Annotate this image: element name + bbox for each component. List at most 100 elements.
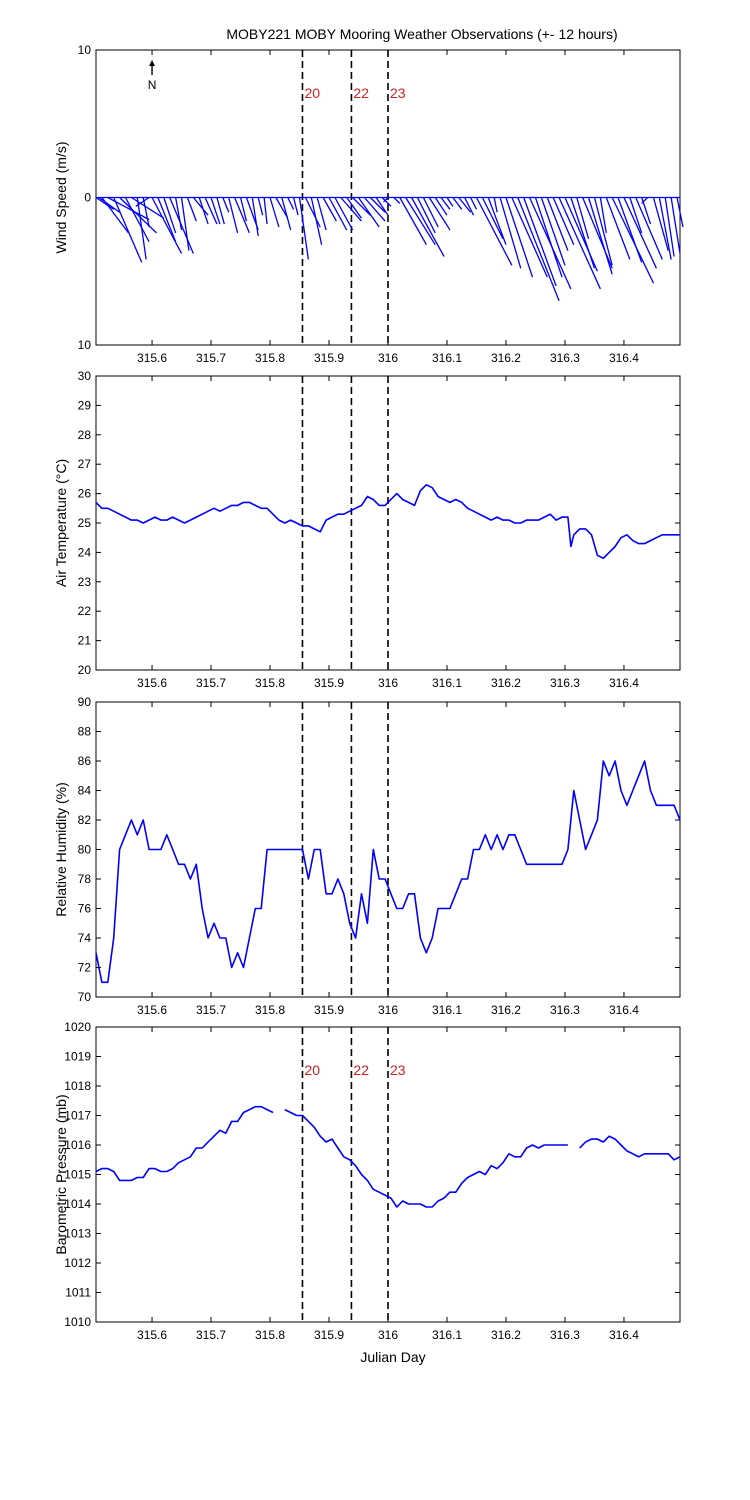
wind-vector — [163, 197, 177, 234]
y-tick-label: 78 — [78, 872, 92, 886]
panel-3: 315.6 315.7 315.8 315.9 316 316.1 316.2 316.3 31… — [53, 695, 681, 1017]
wind-vector — [340, 197, 362, 222]
y-tick-label: 82 — [78, 813, 92, 827]
wind-vector — [664, 197, 675, 257]
wind-vector — [440, 197, 451, 210]
wind-vector — [174, 197, 183, 231]
wind-vector — [523, 197, 557, 287]
x-tick-label: 315.9 — [314, 351, 344, 365]
y-tick-label: 1015 — [64, 1168, 91, 1182]
x-tick-label: 316.2 — [491, 351, 521, 365]
x-tick-label: 315.8 — [255, 1003, 285, 1017]
wind-vector — [131, 196, 165, 219]
wind-vector — [534, 197, 563, 278]
y-tick-label: 30 — [78, 369, 92, 383]
wind-vector — [676, 197, 684, 228]
wind-vector — [499, 197, 522, 269]
y-axis-label: Barometric Pressure (mb) — [53, 1094, 69, 1254]
wind-vector — [124, 197, 150, 243]
wind-vector — [192, 197, 209, 216]
wind-vector — [399, 197, 427, 246]
wind-vector — [142, 197, 150, 228]
x-tick-label: 316.1 — [432, 1003, 462, 1017]
wind-vector — [287, 197, 295, 210]
wind-vector — [587, 197, 613, 275]
x-tick-label: 316.4 — [609, 1003, 639, 1017]
y-tick-label: 1012 — [64, 1256, 91, 1270]
y-tick-label: 80 — [78, 843, 92, 857]
wind-vector — [517, 197, 560, 301]
y-tick-label: 10 — [78, 338, 92, 352]
wind-vector — [658, 197, 672, 260]
x-tick-label: 316 — [378, 351, 398, 365]
y-tick-label: 26 — [78, 487, 92, 501]
x-tick-label: 315.6 — [137, 1003, 167, 1017]
wind-vector — [623, 197, 658, 269]
x-tick-label: 316.3 — [550, 351, 580, 365]
x-tick-label: 315.7 — [196, 1003, 226, 1017]
wind-vector — [346, 197, 362, 219]
x-tick-label: 315.7 — [196, 676, 226, 690]
wind-vector — [487, 197, 507, 245]
wind-vector — [570, 197, 596, 269]
wind-vector — [98, 196, 120, 213]
wind-vector — [292, 197, 299, 216]
y-axis-label: Wind Speed (m/s) — [53, 141, 69, 253]
y-tick-label: 10 — [78, 43, 92, 57]
wind-vector — [239, 197, 248, 222]
x-tick-label: 316.2 — [491, 1003, 521, 1017]
y-tick-label: 1018 — [64, 1079, 91, 1093]
x-tick-label: 316.3 — [550, 1328, 580, 1342]
y-tick-label: 1019 — [64, 1050, 91, 1064]
wind-vector — [136, 197, 147, 260]
y-tick-label: 28 — [78, 428, 92, 442]
x-tick-label: 316 — [378, 676, 398, 690]
series-line-1 — [95, 760, 681, 984]
wind-vector — [481, 197, 504, 240]
wind-vector — [411, 197, 445, 257]
north-label: N — [148, 78, 157, 92]
panel-4: 315.6 315.7 315.8 315.9 316 316.1 316.2 316.3 31… — [53, 1020, 681, 1342]
wind-vector — [281, 197, 292, 231]
y-tick-label: 27 — [78, 457, 92, 471]
marker-label: 23 — [390, 1062, 406, 1078]
y-tick-label: 84 — [78, 784, 92, 798]
wind-vector — [611, 197, 655, 284]
series-line-2 — [284, 1108, 568, 1208]
series-line-3 — [579, 1135, 681, 1161]
y-tick-label: 88 — [78, 725, 92, 739]
y-tick-label: 1014 — [64, 1197, 91, 1211]
wind-vector — [540, 197, 566, 266]
y-tick-label: 86 — [78, 754, 92, 768]
y-tick-label: 24 — [78, 545, 92, 559]
x-axis-label: Julian Day — [360, 1349, 425, 1365]
wind-vector — [405, 197, 436, 246]
wind-vector — [269, 197, 280, 228]
wind-vector — [593, 197, 613, 266]
wind-vector — [334, 197, 354, 231]
x-tick-label: 315.6 — [137, 1328, 167, 1342]
wind-vector — [511, 197, 548, 278]
marker-label: 22 — [353, 85, 369, 101]
x-tick-label: 315.8 — [255, 1328, 285, 1342]
wind-vector — [198, 197, 209, 225]
wind-vector — [135, 196, 150, 207]
wind-vector — [558, 197, 601, 290]
y-tick-label: 1020 — [64, 1020, 91, 1034]
y-tick-label: 76 — [78, 902, 92, 916]
wind-vector — [363, 197, 386, 222]
wind-vector — [352, 197, 371, 216]
wind-vector — [228, 197, 239, 234]
wind-vector — [157, 197, 177, 242]
wind-vector — [641, 197, 649, 204]
wind-vector — [422, 197, 439, 228]
wind-vector — [635, 197, 663, 260]
y-tick-label: 1011 — [65, 1286, 91, 1300]
wind-vector — [95, 196, 115, 210]
wind-vector — [316, 197, 327, 231]
x-tick-label: 316 — [378, 1328, 398, 1342]
wind-vector — [310, 197, 323, 245]
x-tick-label: 316.1 — [432, 1328, 462, 1342]
x-tick-label: 315.7 — [196, 1328, 226, 1342]
